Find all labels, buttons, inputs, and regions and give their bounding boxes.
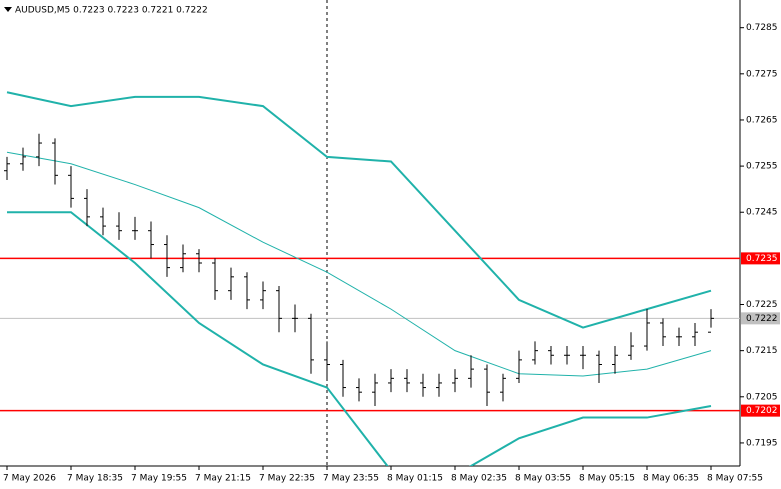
y-tick-label: 0.7205 (746, 392, 778, 402)
x-tick-label: 7 May 22:35 (259, 474, 315, 484)
y-tick-label: 0.7255 (746, 162, 778, 172)
x-tick-label: 8 May 07:55 (707, 474, 763, 484)
chart-title: AUDUSD,M5 0.7223 0.7223 0.7221 0.7222 (15, 6, 208, 16)
x-tick-label: 8 May 02:35 (451, 474, 507, 484)
x-tick-label: 8 May 06:35 (643, 474, 699, 484)
x-tick-label: 7 May 2026 (3, 474, 56, 484)
x-tick-label: 8 May 05:15 (579, 474, 635, 484)
plot-area (0, 0, 740, 466)
x-tick-label: 8 May 03:55 (515, 474, 571, 484)
y-tick-label: 0.7225 (746, 300, 778, 310)
y-tick-label: 0.7275 (746, 69, 778, 79)
hline-label: 0.7202 (746, 406, 778, 416)
y-tick-label: 0.7245 (746, 208, 778, 218)
x-tick-label: 7 May 18:35 (67, 474, 123, 484)
hline-label-box (741, 252, 780, 265)
x-tick-label: 7 May 21:15 (195, 474, 251, 484)
x-tick-label: 8 May 01:15 (387, 474, 443, 484)
price-label: 0.7222 (746, 314, 778, 324)
price-label-box (741, 312, 780, 325)
hline-label-box (741, 404, 780, 417)
band-line (7, 211, 712, 466)
y-tick-label: 0.7285 (746, 23, 778, 33)
band-line (6, 91, 712, 329)
x-tick-label: 7 May 19:55 (131, 474, 187, 484)
menu-icon[interactable] (4, 7, 12, 12)
y-tick-label: 0.7215 (746, 346, 778, 356)
hline-label: 0.7235 (746, 254, 778, 264)
y-tick-label: 0.7195 (746, 438, 778, 448)
x-tick-label: 7 May 23:55 (323, 474, 379, 484)
band-line (6, 151, 712, 377)
y-tick-label: 0.7265 (746, 115, 778, 125)
